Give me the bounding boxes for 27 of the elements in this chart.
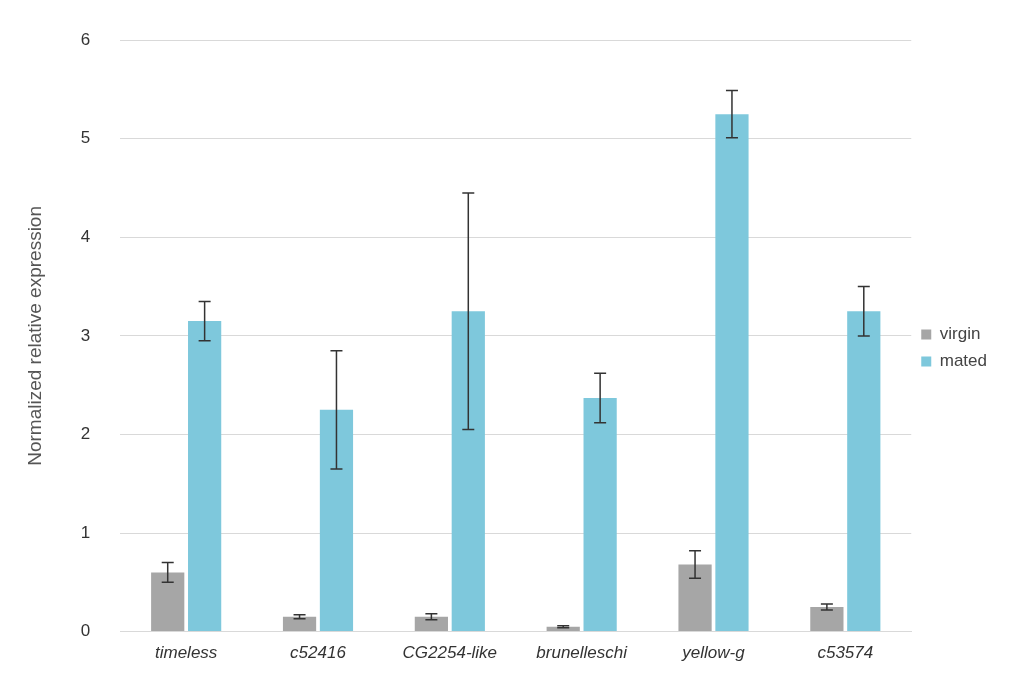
legend-label: mated bbox=[939, 351, 987, 371]
y-tick-label: 3 bbox=[80, 325, 91, 345]
bar bbox=[678, 564, 712, 632]
bar bbox=[810, 606, 844, 632]
legend-label: virgin bbox=[939, 324, 981, 344]
y-tick-label: 0 bbox=[80, 621, 91, 641]
y-tick-label: 2 bbox=[80, 424, 91, 444]
y-tick-label: 4 bbox=[80, 227, 91, 247]
bar bbox=[188, 321, 222, 632]
x-tick-label: brunelleschi bbox=[536, 642, 629, 662]
bar bbox=[715, 114, 749, 632]
x-tick-label: c52416 bbox=[290, 642, 347, 662]
x-tick-label: yellow-g bbox=[681, 642, 746, 662]
y-tick-label: 1 bbox=[80, 522, 91, 542]
x-tick-label: timeless bbox=[154, 642, 218, 662]
x-tick-label: CG2254-like bbox=[402, 642, 498, 662]
bar bbox=[847, 311, 881, 632]
x-tick-label: c53574 bbox=[817, 642, 874, 662]
y-axis-title: Normalized relative expression bbox=[23, 206, 45, 466]
bar bbox=[319, 409, 354, 632]
bar bbox=[151, 572, 185, 632]
bar bbox=[451, 311, 485, 632]
bar bbox=[583, 398, 617, 632]
bar bbox=[414, 616, 448, 632]
bar bbox=[282, 616, 317, 632]
y-tick-label: 5 bbox=[80, 128, 91, 148]
y-tick-label: 6 bbox=[80, 29, 91, 49]
